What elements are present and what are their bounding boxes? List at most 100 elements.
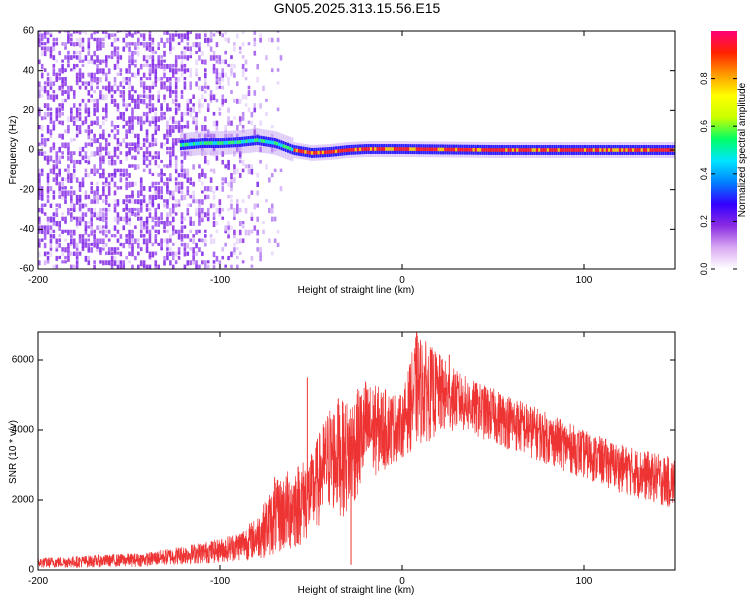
spectrogram-noise-cell [139, 116, 143, 123]
spectrogram-noise-cell [110, 33, 114, 38]
spectrogram-ridge-core [455, 147, 458, 152]
spectrogram-ridge-core [356, 147, 359, 152]
spectrogram-ridge-core [470, 147, 473, 152]
spectrogram-ridge-core [217, 141, 220, 145]
spectrogram-noise-cell [90, 77, 94, 82]
spectrogram-ridge-core [197, 141, 200, 146]
spectrogram-noise-cell [203, 186, 207, 192]
spectrogram-noise-cell [154, 107, 158, 111]
spectrogram-noise-cell [224, 72, 227, 78]
spectrogram-noise-cell [110, 50, 114, 55]
spectrogram-noise-cell [128, 31, 131, 35]
spectrogram-noise-cell [174, 77, 178, 81]
spectrogram-ridge-core [612, 148, 615, 152]
spectrogram-x-tick-label: 100 [576, 275, 593, 286]
spectrogram-ridge-core [389, 147, 392, 151]
spectrogram-noise-cell [233, 234, 236, 239]
spectrogram-noise-cell [154, 129, 158, 135]
spectrogram-noise-cell [227, 181, 230, 187]
spectrogram-ridge-core [535, 148, 538, 152]
spectrogram-noise-cell [233, 168, 236, 175]
spectrogram-noise-cell [38, 216, 41, 222]
spectrogram-noise-cell [81, 155, 85, 161]
spectrogram-noise-cell [160, 103, 163, 109]
spectrogram-noise-cell [238, 229, 242, 236]
spectrogram-noise-cell [110, 98, 114, 104]
spectrogram-noise-cell [145, 59, 149, 64]
spectrogram-noise-cell [180, 138, 184, 143]
spectrogram-ridge-core [225, 140, 228, 145]
spectrogram-ridge-core [496, 148, 499, 152]
spectrogram-noise-cell [270, 68, 274, 73]
spectrogram-noise-cell [61, 133, 64, 140]
spectrogram-noise-cell [192, 255, 195, 261]
spectrogram-noise-cell [38, 181, 41, 187]
spectrogram-noise-cell [93, 164, 96, 170]
spectrogram-ridge-core [487, 148, 490, 152]
spectrogram-noise-cell [177, 234, 181, 240]
spectrogram-noise-cell [131, 229, 134, 234]
spectrogram-noise-cell [270, 203, 274, 209]
spectrogram-noise-cell [253, 203, 257, 210]
spectrogram-noise-cell [215, 81, 219, 85]
spectrogram-noise-cell [43, 151, 47, 155]
spectrogram-noise-cell [93, 133, 96, 138]
spectrogram-ridge-core [289, 146, 292, 151]
spectrogram-noise-cell [40, 151, 44, 156]
spectrogram-noise-cell [241, 221, 245, 225]
spectrogram-noise-cell [93, 103, 96, 108]
spectrogram-noise-cell [195, 111, 198, 118]
spectrogram-ridge-core [457, 147, 460, 152]
spectrogram-x-tick-label: 0 [399, 275, 405, 286]
spectrogram-noise-cell [218, 81, 222, 85]
spectrogram-noise-cell [236, 125, 239, 131]
spectrogram-noise-cell [104, 194, 108, 200]
spectrogram-noise-cell [81, 234, 85, 239]
spectrogram-ridge-core [544, 148, 547, 152]
spectrogram-noise-cell [128, 242, 131, 249]
spectrogram-noise-cell [128, 199, 131, 204]
spectrogram-noise-cell [131, 181, 134, 187]
spectrogram-noise-cell [233, 251, 236, 256]
spectrogram-noise-cell [160, 63, 163, 70]
spectrogram-x-axis-label: Height of straight line (km) [298, 285, 415, 296]
spectrogram-noise-cell [72, 238, 76, 244]
spectrogram-noise-cell [125, 199, 128, 203]
spectrogram-ridge-core [326, 150, 329, 154]
spectrogram-noise-cell [166, 125, 169, 130]
spectrogram-noise-cell [145, 133, 149, 138]
spectrogram-noise-cell [148, 42, 152, 47]
spectrogram-noise-cell [180, 72, 184, 77]
spectrogram-ridge-core [315, 150, 318, 155]
spectrogram-noise-cell [157, 194, 160, 200]
spectrogram-noise-cell [171, 120, 175, 124]
spectrogram-noise-cell [128, 55, 131, 61]
spectrogram-noise-cell [206, 85, 210, 90]
spectrogram-ridge-core [653, 148, 656, 152]
spectrogram-noise-cell [40, 133, 44, 138]
spectrogram-noise-cell [102, 212, 105, 218]
spectrogram-noise-cell [78, 203, 82, 209]
spectrogram-noise-cell [221, 94, 225, 99]
spectrogram-noise-cell [75, 225, 79, 229]
spectrogram-noise-cell [46, 111, 50, 117]
spectrogram-noise-cell [157, 98, 160, 103]
spectrogram-noise-cell [61, 111, 64, 116]
spectrogram-noise-cell [55, 177, 59, 182]
spectrogram-ridge-core [411, 147, 414, 151]
spectrogram-noise-cell [131, 50, 134, 57]
spectrogram-ridge-core [236, 140, 239, 144]
spectrogram-noise-cell [93, 107, 96, 113]
spectrogram-noise-cell [198, 229, 201, 234]
spectrogram-noise-cell [119, 260, 123, 265]
spectrogram-noise-cell [43, 229, 47, 235]
spectrogram-noise-cell [125, 203, 128, 210]
spectrogram-noise-cell [110, 234, 114, 238]
spectrogram-noise-cell [177, 129, 181, 133]
spectrogram-noise-cell [55, 42, 59, 46]
spectrogram-noise-cell [119, 168, 123, 173]
spectrogram-noise-cell [145, 207, 149, 212]
spectrogram-noise-cell [276, 37, 280, 43]
spectrogram-ridge-core [363, 147, 366, 151]
spectrogram-noise-cell [70, 55, 73, 61]
